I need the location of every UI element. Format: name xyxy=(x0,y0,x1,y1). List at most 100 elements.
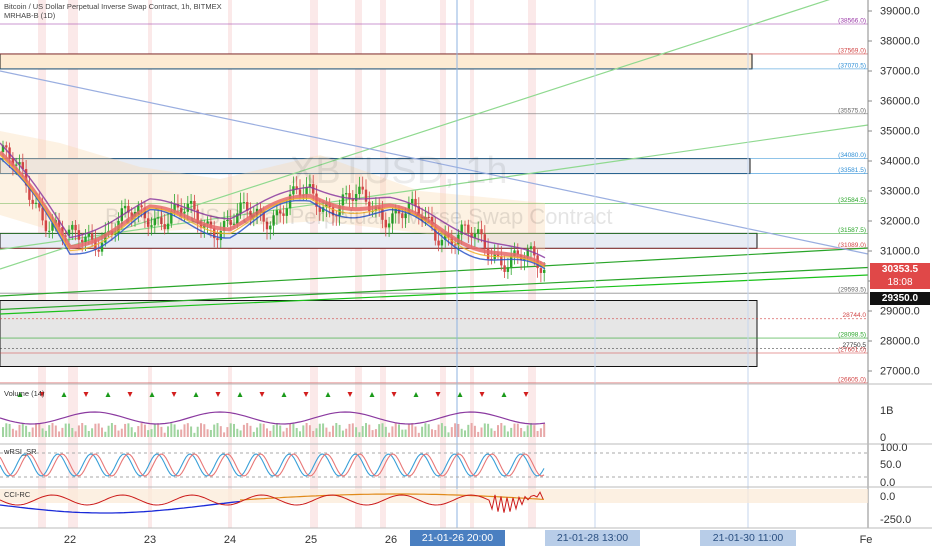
candle-body xyxy=(160,217,163,225)
volume-bar xyxy=(200,423,202,437)
candle-body xyxy=(90,233,94,240)
level-label: (34080.0) xyxy=(838,152,866,159)
candle-body xyxy=(170,211,173,224)
session-band xyxy=(310,0,318,528)
signal-marker xyxy=(83,392,89,397)
indicator-label: MRHAB-B (1D) xyxy=(4,11,56,20)
volume-bar xyxy=(351,423,354,437)
volume-bar xyxy=(140,423,143,437)
signal-marker xyxy=(479,392,485,397)
candle-body xyxy=(153,218,156,226)
candle-body xyxy=(206,221,209,224)
volume-bar xyxy=(312,430,315,437)
cci-zone xyxy=(0,489,868,503)
volume-bar xyxy=(322,423,325,437)
candle-body xyxy=(100,242,104,252)
candle-body xyxy=(15,164,18,166)
candle-body xyxy=(500,256,503,266)
candle-body xyxy=(34,202,38,204)
candle-body xyxy=(232,223,236,225)
volume-bar xyxy=(285,427,288,437)
candle-body xyxy=(180,207,183,214)
volume-bar xyxy=(414,426,417,437)
candle-body xyxy=(57,220,61,228)
candle-body xyxy=(166,223,170,230)
volume-bar xyxy=(398,424,400,437)
candle-body xyxy=(71,224,74,230)
candle-body xyxy=(404,213,407,219)
chart-title: Bitcoin / US Dollar Perpetual Inverse Sw… xyxy=(4,2,222,11)
volume-bar xyxy=(262,423,265,437)
volume-bar xyxy=(81,423,84,437)
candle-body xyxy=(384,219,387,228)
volume-bar xyxy=(256,427,259,437)
volume-bar xyxy=(302,425,305,437)
volume-bar xyxy=(510,427,513,437)
candle-body xyxy=(44,220,48,232)
volume-bar xyxy=(404,429,407,437)
signal-marker xyxy=(281,392,287,397)
trend-line xyxy=(0,70,869,255)
volume-bar xyxy=(58,431,61,437)
cci-pane-label[interactable]: CCI-RC xyxy=(4,490,31,499)
candle-body xyxy=(275,210,279,216)
level-label: (33581.5) xyxy=(838,167,866,174)
candle-body xyxy=(123,205,127,209)
volume-bar xyxy=(173,424,176,437)
volume-bar xyxy=(206,429,209,437)
volume-bar xyxy=(147,430,150,437)
candle-body xyxy=(401,213,404,219)
candle-body xyxy=(298,189,302,196)
volume-bar xyxy=(365,423,367,437)
candle-body xyxy=(529,246,533,249)
signal-marker xyxy=(457,392,463,397)
candle-body xyxy=(5,145,8,148)
time-cursor-badge: 21-01-26 20:00 xyxy=(410,530,505,546)
candle-body xyxy=(325,202,328,208)
trend-line xyxy=(0,247,869,297)
signal-marker xyxy=(501,392,507,397)
volume-bar xyxy=(242,424,245,437)
volume-bar xyxy=(68,423,70,437)
candle-body xyxy=(463,224,467,226)
cci-tick-label: -250.0 xyxy=(880,514,911,526)
volume-bar xyxy=(289,423,292,437)
volume-bar xyxy=(15,430,18,437)
volume-bar xyxy=(338,424,341,437)
signal-marker xyxy=(523,392,529,397)
session-band xyxy=(528,0,536,528)
candle-body xyxy=(331,207,335,216)
volume-bar xyxy=(361,426,364,437)
volume-bar xyxy=(421,426,424,437)
session-band xyxy=(38,0,46,528)
price-tick-label: 36000.0 xyxy=(880,96,920,108)
level-label: 28744.0 xyxy=(843,312,867,319)
volume-bar xyxy=(77,425,80,437)
candle-body xyxy=(338,205,341,216)
volume-tick-label: 0 xyxy=(880,432,886,444)
volume-bar xyxy=(444,426,447,437)
candle-body xyxy=(282,213,285,216)
level-label: (31587.5) xyxy=(838,227,866,234)
candle-body xyxy=(81,239,84,243)
signal-marker xyxy=(149,392,155,397)
volume-pane-label[interactable]: Volume (14) xyxy=(4,389,45,398)
candle-body xyxy=(48,230,51,232)
candle-body xyxy=(341,194,345,206)
volume-bar xyxy=(275,423,278,437)
volume-bar xyxy=(381,423,384,437)
candle-body xyxy=(193,200,196,210)
rsi-pane-label[interactable]: wRSI_SR xyxy=(4,447,37,456)
trend-line xyxy=(0,266,869,311)
volume-bar xyxy=(305,423,308,437)
price-tick-label: 35000.0 xyxy=(880,126,920,138)
candle-body xyxy=(453,244,457,246)
candle-body xyxy=(444,234,447,240)
volume-bar xyxy=(176,429,179,437)
candle-body xyxy=(269,225,272,230)
rsi-line xyxy=(0,453,545,477)
volume-bar xyxy=(526,425,529,437)
trend-line xyxy=(0,124,869,251)
volume-bar xyxy=(193,432,196,437)
